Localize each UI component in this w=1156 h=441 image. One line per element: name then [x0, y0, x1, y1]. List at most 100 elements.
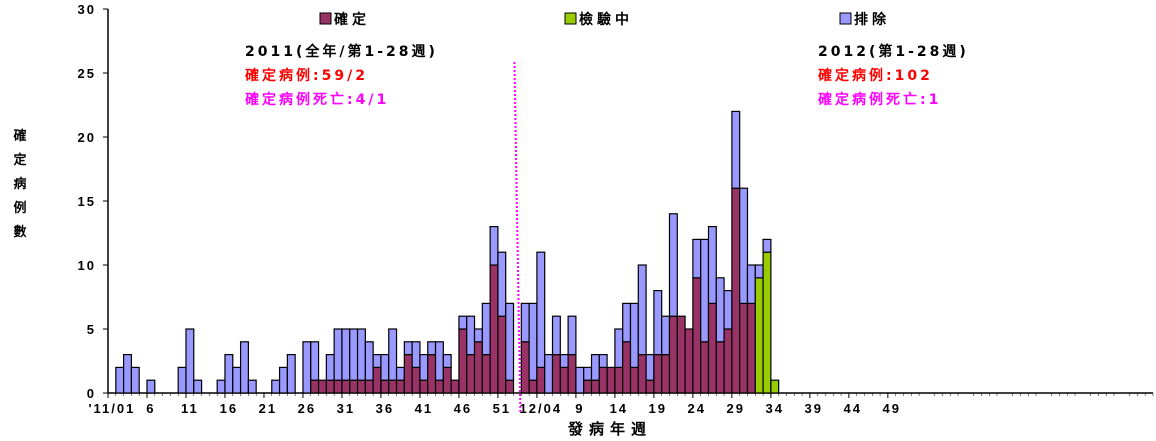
bar-confirmed: [668, 315, 678, 394]
bar-excluded: [427, 341, 437, 356]
bar-confirmed: [653, 354, 663, 394]
bar-confirmed: [536, 366, 546, 394]
x-tick-label: 34: [766, 401, 784, 416]
legend-swatch-confirmed: [319, 12, 332, 25]
bar-excluded: [505, 302, 515, 381]
bar-confirmed: [567, 354, 577, 394]
y-tick-labels: 0 5 10 15 20 25 30: [78, 2, 96, 401]
bar-confirmed: [372, 366, 382, 394]
bar-confirmed: [481, 354, 491, 394]
x-tick-label: 6: [146, 401, 155, 416]
bar-excluded: [434, 341, 444, 381]
bar-excluded: [653, 290, 663, 356]
annotation-2012: 2012(第1-28週) 確定病例:102 確定病例死亡:1: [818, 43, 966, 108]
bar-confirmed: [700, 341, 710, 394]
y-tick-label: 15: [78, 194, 96, 209]
bar-excluded: [372, 354, 382, 369]
bar-confirmed: [590, 379, 600, 394]
bars-layer: [115, 110, 780, 394]
bar-confirmed: [427, 354, 437, 394]
bar-excluded: [489, 226, 499, 266]
bar-excluded: [364, 341, 374, 381]
divider-line: [513, 61, 522, 414]
bar-excluded: [458, 315, 468, 330]
legend-swatch-excluded: [839, 12, 852, 25]
x-tick-label: 44: [844, 401, 862, 416]
bar-testing: [754, 277, 764, 394]
bar-confirmed: [739, 302, 749, 394]
legend-swatch-testing: [564, 12, 577, 25]
bar-excluded: [224, 354, 234, 394]
bar-confirmed: [419, 379, 429, 394]
bar-testing: [762, 251, 772, 394]
y-axis-label-char: 數: [13, 224, 26, 240]
legend-label-testing: 檢驗中: [579, 11, 633, 28]
bar-excluded: [754, 264, 764, 279]
bar-confirmed: [583, 379, 593, 394]
y-tick-label: 10: [78, 258, 96, 273]
annotation-2011-deaths: 確定病例死亡:4/1: [245, 91, 389, 108]
bar-confirmed: [349, 379, 359, 394]
bar-confirmed: [731, 187, 741, 394]
x-tick-label: 21: [259, 401, 277, 416]
bar-excluded: [341, 328, 351, 381]
bar-confirmed: [715, 341, 725, 394]
annotation-2012-cases: 確定病例:102: [818, 67, 933, 84]
bar-confirmed: [434, 379, 444, 394]
x-tick-label: 36: [376, 401, 394, 416]
bar-excluded: [310, 341, 320, 381]
x-tick-label: 11: [181, 401, 199, 416]
bar-excluded: [661, 315, 671, 356]
bar-excluded: [395, 366, 405, 381]
annotation-2012-deaths: 確定病例死亡:1: [818, 91, 941, 108]
bar-excluded: [356, 328, 366, 381]
x-tick-label: 14: [610, 401, 628, 416]
bar-excluded: [590, 354, 600, 381]
bar-confirmed: [528, 379, 538, 394]
bar-excluded: [614, 328, 624, 369]
x-tick-label: 31: [337, 401, 355, 416]
bar-excluded: [723, 290, 733, 330]
bar-excluded: [700, 238, 710, 343]
x-tick-label: '11/01: [88, 401, 135, 416]
bar-confirmed: [458, 328, 468, 394]
bar-confirmed: [707, 302, 717, 394]
bar-confirmed: [622, 341, 632, 394]
bar-confirmed: [637, 354, 647, 394]
bar-confirmed: [325, 379, 335, 394]
bar-confirmed: [450, 379, 460, 394]
bar-confirmed: [676, 315, 686, 394]
bar-excluded: [473, 328, 483, 343]
x-tick-label: 46: [454, 401, 472, 416]
bar-confirmed: [317, 379, 327, 394]
bar-confirmed: [473, 341, 483, 394]
bar-excluded: [419, 354, 429, 381]
bar-excluded: [692, 238, 702, 279]
bar-excluded: [466, 315, 476, 356]
year-divider: [513, 61, 522, 414]
bar-confirmed: [645, 379, 655, 394]
bar-confirmed: [489, 264, 499, 394]
bar-excluded: [325, 354, 335, 381]
bar-excluded: [520, 302, 530, 343]
bar-excluded: [239, 341, 249, 394]
x-tick-label: 26: [298, 401, 316, 416]
annotation-2011-title: 2011(全年/第1-28週): [245, 43, 438, 60]
bar-confirmed: [746, 302, 756, 394]
bar-confirmed: [388, 379, 398, 394]
legend-label-confirmed: 確定: [334, 11, 370, 28]
bar-excluded: [130, 366, 140, 394]
bar-confirmed: [629, 366, 639, 394]
bar-confirmed: [598, 366, 608, 394]
bar-excluded: [645, 354, 655, 381]
bar-confirmed: [559, 366, 569, 394]
bar-excluded: [567, 315, 577, 356]
bar-confirmed: [520, 341, 530, 394]
y-axis-label-char: 病: [13, 176, 26, 192]
bar-excluded: [622, 302, 632, 343]
x-tick-label: 24: [688, 401, 706, 416]
bar-excluded: [388, 328, 398, 381]
x-tick-label: 51: [493, 401, 511, 416]
x-axis-label: 發病年週: [567, 420, 652, 438]
x-tick-label: 49: [883, 401, 901, 416]
